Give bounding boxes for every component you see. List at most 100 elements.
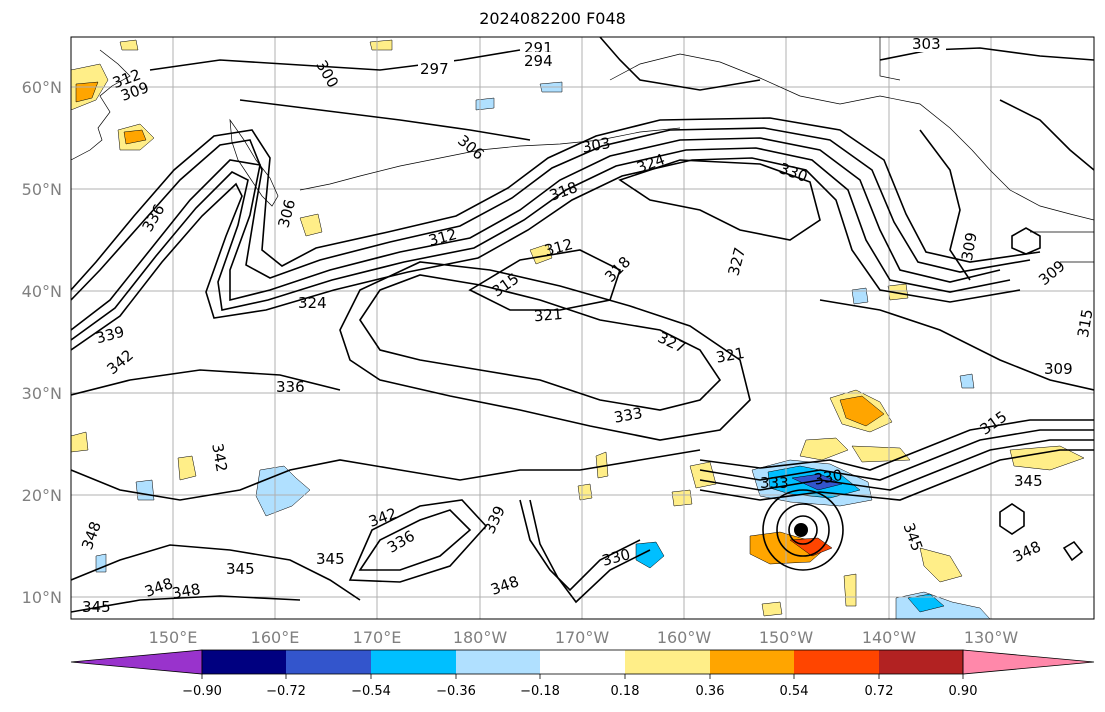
patch-negative [135,479,155,501]
contours [71,37,1094,613]
contour-line [819,299,1094,391]
lon-label-160e: 160°E [251,628,300,647]
contour-label: 345 [316,550,345,568]
lon-label-160w: 160°W [657,628,712,647]
contour-line [71,117,1041,291]
contour-label: 297 [420,60,449,78]
longitude-labels: 150°E 160°E 170°E 180°W 170°W 160°W 150°… [149,628,1019,647]
patch-positive [671,489,693,507]
contour-line [71,544,361,601]
contour-line [599,37,761,91]
colorbar: −0.90 −0.72 −0.54 −0.36 −0.18 0.18 0.36 … [70,649,1095,699]
lon-label-170w: 170°W [555,628,610,647]
contour-line [339,261,751,441]
colorbar-segment [456,650,540,674]
contour-label: 309 [958,231,981,262]
contour-label: 342 [208,442,231,473]
colorbar-segment [286,650,371,674]
lon-label-140w: 140°W [862,628,917,647]
lat-label-40n: 40°N [22,282,62,301]
contour-line [468,249,621,311]
gridlines [71,37,1094,619]
contour-label: 348 [171,580,202,603]
colorbar-segment [625,650,710,674]
contour-label: 333 [760,474,789,492]
contour-label: 303 [912,35,941,53]
coastline-asia [71,49,131,161]
contour-line [348,499,488,583]
lat-label-10n: 10°N [22,588,62,607]
contour-line [71,449,701,501]
contour-label: 303 [581,134,612,157]
patch-negative [959,373,975,389]
patch-positive [595,451,609,479]
map-frame [70,36,1095,620]
colorbar-tick-label: −0.54 [351,684,391,699]
lat-label-30n: 30°N [22,384,62,403]
latitude-labels: 60°N 50°N 40°N 30°N 20°N 10°N [22,78,62,607]
contour-label: 333 [613,404,644,427]
contour-line [879,47,1094,61]
patch-positive [119,39,139,51]
patch-positive [851,445,911,463]
contour-label: 324 [298,294,327,312]
colorbar-extend-high [962,649,1095,675]
colorbar-segment [371,650,456,674]
colorbar-tick-label: 0.18 [611,684,640,699]
contour-ring [788,515,818,545]
contour-label: 321 [715,344,746,367]
contour-line [359,274,722,411]
patch-positive [843,573,857,607]
lon-label-180w: 180°W [453,628,508,647]
contour-line [71,127,1031,301]
contour-line [699,419,1094,471]
contour-line [149,49,521,71]
patch-positive [299,213,323,237]
contour-ring [776,503,830,557]
patch-positive [799,437,849,461]
contour-line [618,159,821,241]
colorbar-tick-label: −0.36 [436,684,476,699]
colorbar-tick-label: 0.36 [696,684,725,699]
contour-line [239,99,531,141]
contour-label: 345 [1014,472,1043,490]
colorbar-segment [710,650,794,674]
contour-ring [762,489,844,571]
patch-positive [789,537,833,557]
lat-label-60n: 60°N [22,78,62,97]
contour-line [529,499,651,604]
contour-line [71,369,341,396]
contour-label: 336 [276,378,305,396]
contour-label: 315 [1074,308,1097,339]
contour-line [699,449,1094,501]
lon-label-170e: 170°E [353,628,402,647]
coastline-na-west [971,149,1094,221]
contour-line [699,429,1094,481]
contour-loop [1062,540,1084,562]
contour-label: 309 [1044,360,1073,378]
patch-positive [761,601,783,617]
coastline-alaska [609,53,973,151]
contour-line [71,137,1001,331]
patch-positive [529,243,553,265]
colorbar-segment [202,650,286,674]
colorbar-tick-label: −0.90 [182,684,222,699]
cyclone-center-marker [794,523,808,537]
colorbar-tick-label: 0.72 [865,684,894,699]
patch-positive [369,39,393,51]
patch-positive [1009,445,1085,471]
coastline-aleutians [299,127,681,191]
lon-label-150e: 150°E [149,628,198,647]
colorbar-tick-label: 0.54 [780,684,809,699]
contour-line [358,509,472,571]
coastline-na-interior [879,37,1094,263]
patch-negative [851,287,869,305]
contour-line [71,147,1011,341]
contour-label: 330 [813,466,844,489]
contour-label: 345 [226,560,255,578]
patch-positive [919,547,963,583]
patch-positive [839,395,885,427]
contour-line [919,129,971,281]
lon-label-130w: 130°W [964,628,1019,647]
